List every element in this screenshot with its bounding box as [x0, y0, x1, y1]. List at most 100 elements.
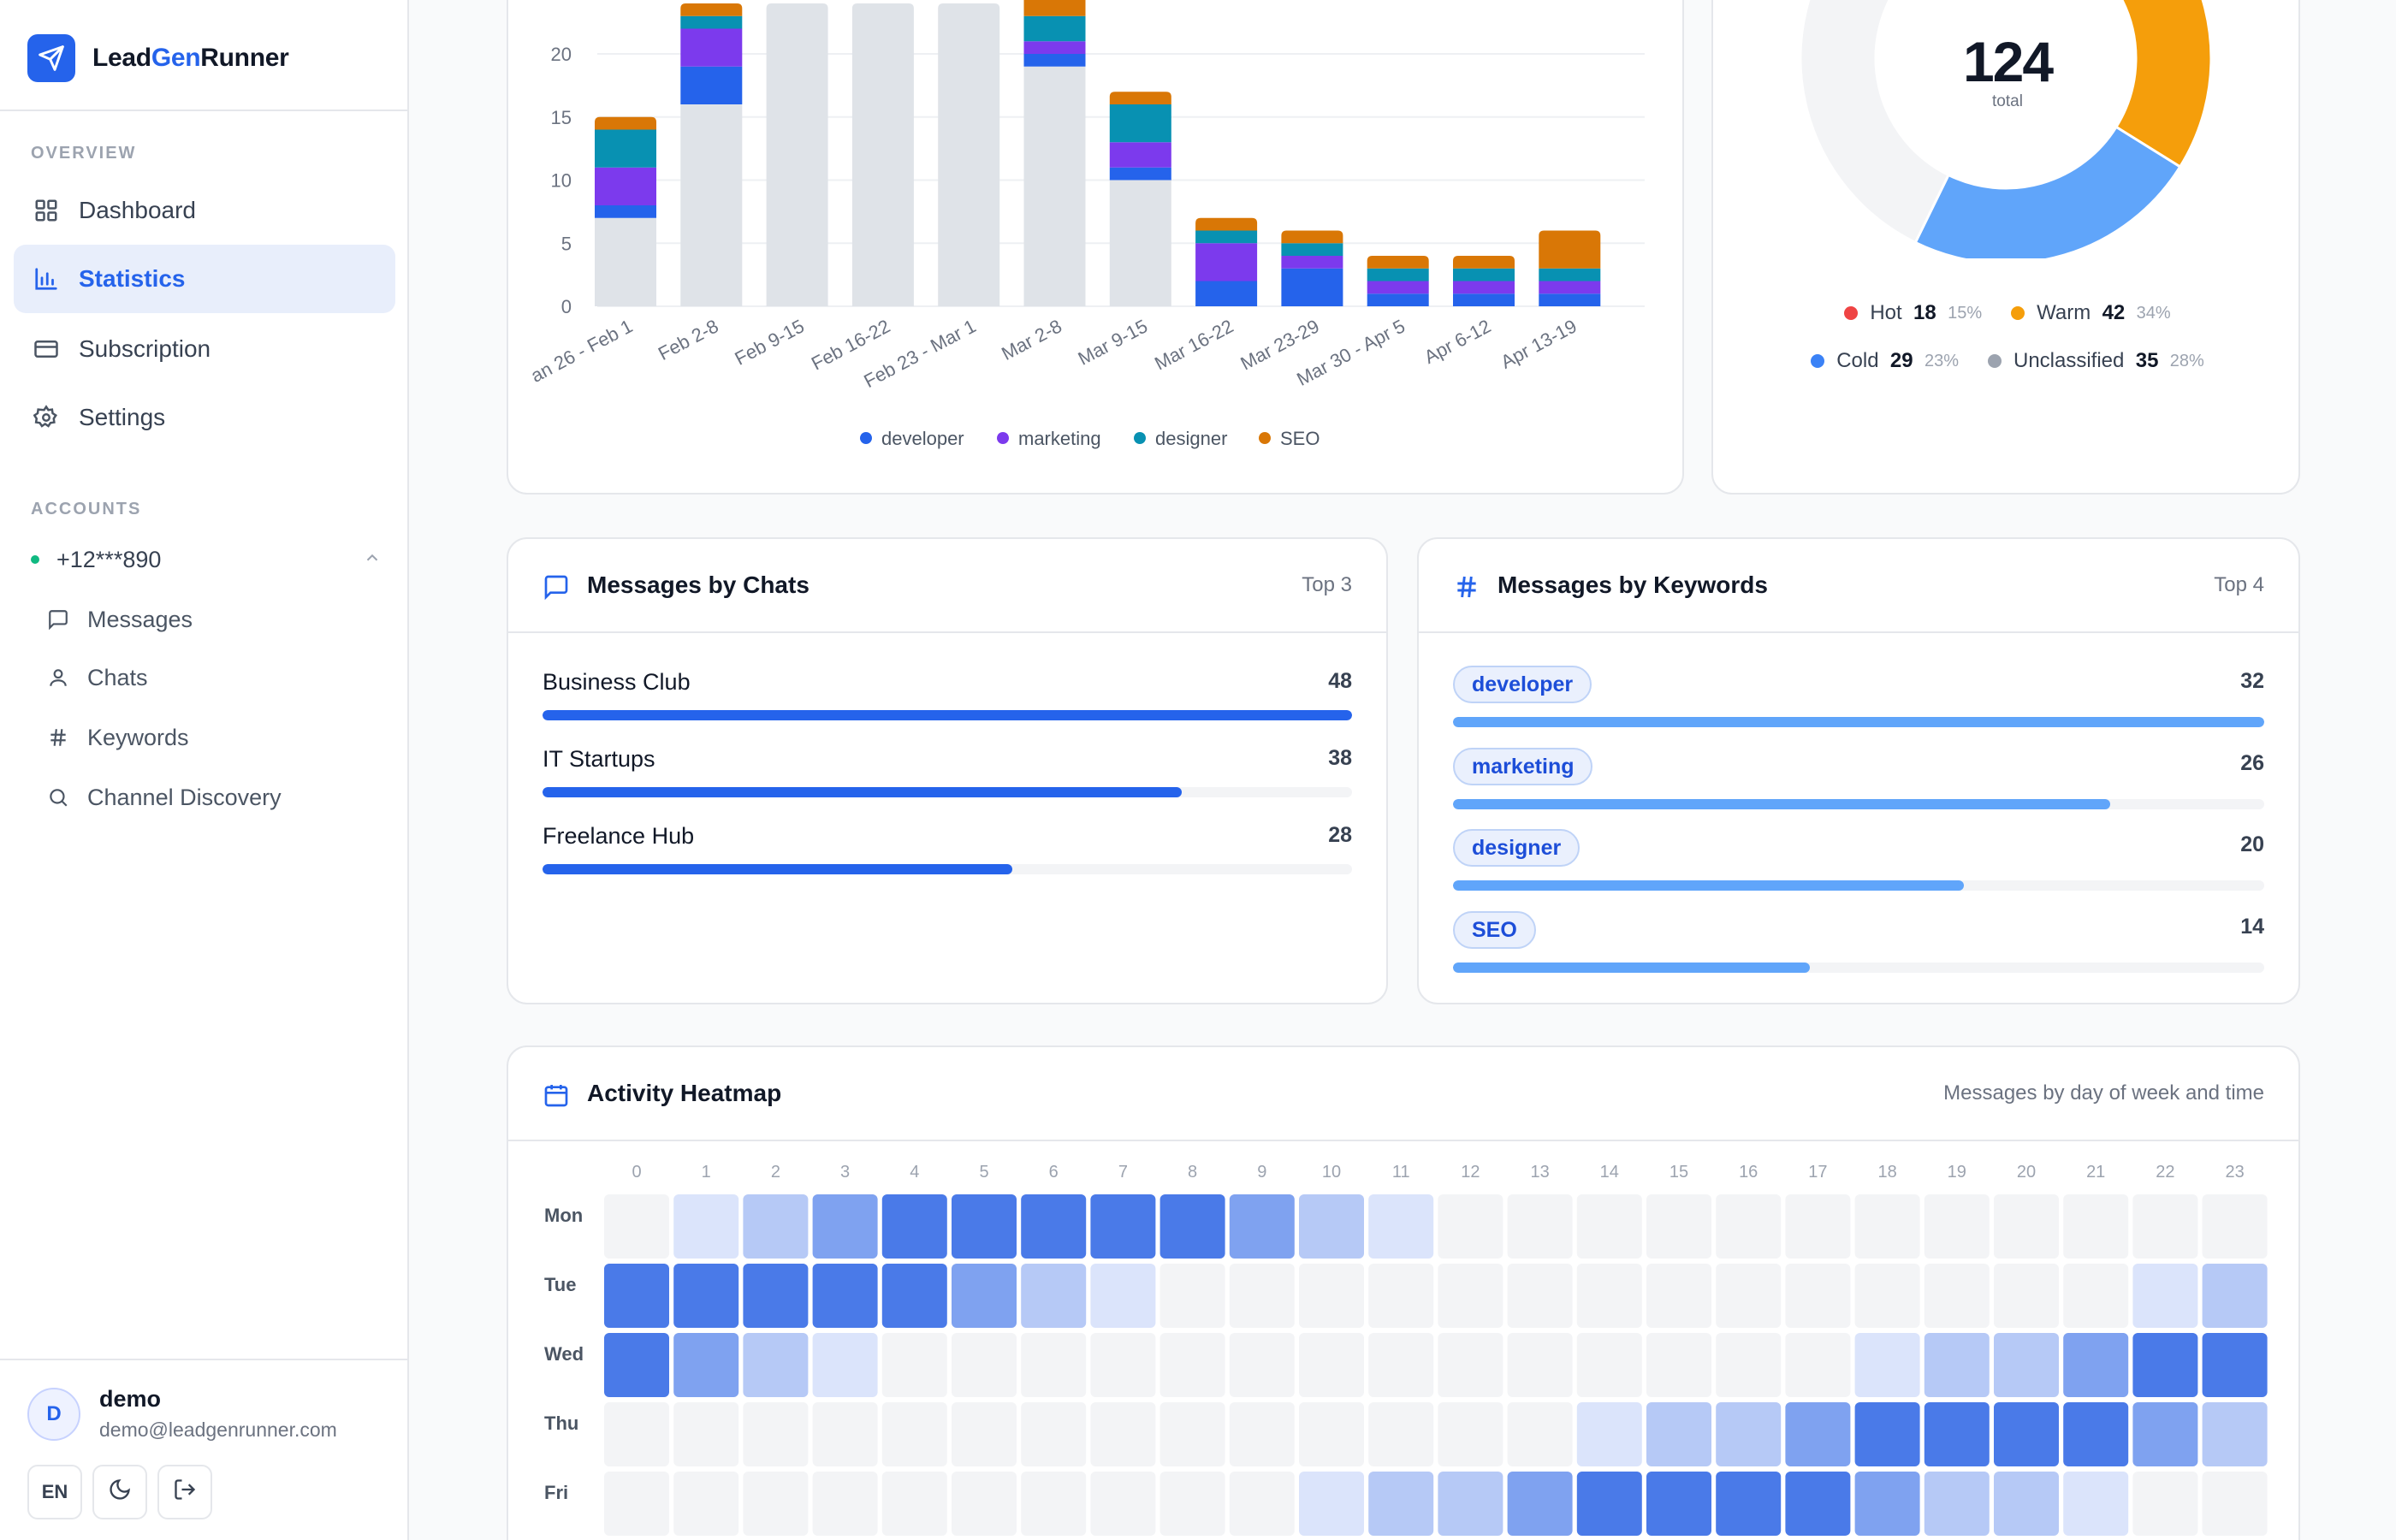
heatmap-cell — [1090, 1472, 1156, 1536]
heatmap-cell — [1090, 1402, 1156, 1466]
theme-toggle-button[interactable] — [92, 1465, 147, 1519]
hour-label: 23 — [2225, 1163, 2244, 1182]
hour-label: 4 — [910, 1163, 919, 1182]
legend-dot — [1134, 432, 1146, 444]
heatmap-cell — [1924, 1194, 1990, 1259]
sub-item-channel-discovery[interactable]: Channel Discovery — [44, 779, 282, 816]
hour-label: 20 — [2017, 1163, 2036, 1182]
day-label: Tue — [544, 1274, 576, 1295]
legend-dot — [1259, 432, 1271, 444]
nav-item-label: Statistics — [79, 265, 186, 292]
heatmap-cell — [1646, 1333, 1711, 1397]
legend-unclassified: Unclassified 35 28% — [1987, 349, 2204, 373]
heatmap-cell — [743, 1333, 809, 1397]
activity-heatmap: 0 1 2 3 4 5 6 7 8 9 10 11 12 13 14 15 16 17 18 19 20 21 22 23Mo… — [544, 1163, 2268, 1536]
hour-label: 22 — [2156, 1163, 2174, 1182]
credit-card-icon — [31, 334, 62, 364]
card-header: Messages by Chats Top 3 — [508, 539, 1386, 633]
account-phone: +12***890 — [56, 546, 162, 572]
bar-segment-designer — [595, 129, 656, 168]
language-button[interactable]: EN — [27, 1465, 82, 1519]
logout-button[interactable] — [157, 1465, 212, 1519]
keyword-badge[interactable]: marketing — [1453, 748, 1593, 785]
progress-track — [543, 864, 1352, 874]
heatmap-cell — [1159, 1264, 1225, 1328]
progress-fill — [1453, 880, 1965, 891]
hour-label: 10 — [1322, 1163, 1341, 1182]
bar-segment-base — [1109, 180, 1171, 306]
divider — [0, 1359, 409, 1360]
nav-item-subscription[interactable]: Subscription — [14, 315, 395, 383]
progress-fill — [1453, 717, 2264, 727]
legend-dot — [860, 432, 872, 444]
heatmap-cell — [2202, 1194, 2268, 1259]
heatmap-cell — [1159, 1333, 1225, 1397]
bar-segment-designer — [1195, 230, 1258, 244]
heatmap-cell — [1507, 1333, 1573, 1397]
heatmap-cell — [1229, 1194, 1295, 1259]
card-title: Messages by Chats — [587, 572, 810, 598]
divider — [0, 110, 409, 111]
heatmap-cell — [952, 1472, 1017, 1536]
keyword-badge[interactable]: developer — [1453, 666, 1592, 703]
legend-hot: Hot 18 15% — [1844, 301, 1982, 325]
bar-segment-developer — [1281, 268, 1343, 306]
heatmap-cell — [1021, 1264, 1087, 1328]
nav-item-dashboard[interactable]: Dashboard — [14, 176, 395, 245]
hash-icon — [1453, 573, 1480, 601]
heatmap-cell — [952, 1264, 1017, 1328]
heatmap-cell — [881, 1333, 947, 1397]
avatar[interactable]: D — [27, 1388, 80, 1441]
x-tick-label: Mar 9-15 — [1075, 315, 1151, 369]
x-tick-label: an 26 - Feb 1 — [527, 315, 636, 387]
heatmap-cell — [1438, 1472, 1503, 1536]
bar-segment-marketing — [1539, 281, 1601, 294]
sub-item-keywords[interactable]: Keywords — [44, 719, 189, 756]
heatmap-cell — [1785, 1402, 1851, 1466]
legend-label: SEO — [1280, 428, 1320, 449]
heatmap-cell — [1994, 1264, 2059, 1328]
day-label: Thu — [544, 1413, 578, 1434]
heatmap-cell — [2132, 1194, 2198, 1259]
chat-name: Business Club — [543, 669, 691, 695]
heatmap-cell — [1368, 1264, 1434, 1328]
heatmap-cell — [673, 1264, 739, 1328]
sub-item-chats[interactable]: Chats — [44, 659, 148, 696]
heatmap-cell — [1090, 1194, 1156, 1259]
heatmap-cell — [1438, 1333, 1503, 1397]
legend-cold: Cold 29 23% — [1811, 349, 1959, 373]
bar-segment-marketing — [1281, 256, 1343, 269]
heatmap-cell — [1576, 1472, 1642, 1536]
y-tick-label: 15 — [551, 107, 572, 128]
bar-segment-marketing — [1367, 281, 1429, 294]
nav-item-settings[interactable]: Settings — [14, 383, 395, 452]
account-toggle[interactable]: +12***890 — [31, 544, 382, 575]
hour-label: 9 — [1257, 1163, 1266, 1182]
keyword-badge[interactable]: SEO — [1453, 911, 1536, 949]
legend-dot — [997, 432, 1009, 444]
hour-label: 8 — [1188, 1163, 1197, 1182]
grid-icon — [31, 195, 62, 226]
hour-label: 2 — [771, 1163, 780, 1182]
hour-label: 6 — [1049, 1163, 1059, 1182]
bar-segment-SEO — [1539, 230, 1601, 269]
sub-item-messages[interactable]: Messages — [44, 601, 193, 638]
brand[interactable]: LeadGenRunner — [27, 34, 289, 82]
keyword-badge[interactable]: designer — [1453, 829, 1581, 867]
heatmap-cell — [881, 1264, 947, 1328]
heatmap-cell — [881, 1402, 947, 1466]
hour-label: 18 — [1877, 1163, 1896, 1182]
heatmap-cell — [1368, 1472, 1434, 1536]
gear-icon — [31, 402, 62, 433]
nav-item-statistics[interactable]: Statistics — [14, 245, 395, 313]
progress-track — [1453, 880, 2264, 891]
bar-segment-SEO — [1109, 92, 1171, 104]
heatmap-cell — [1716, 1472, 1782, 1536]
bar-segment-SEO — [595, 116, 656, 130]
bar-segment-designer — [1539, 268, 1601, 281]
weekly-chart-card: 0 5 10 15 20 an 26 - Feb 1 Feb 2-8 Feb 9-15 Feb … — [507, 0, 1684, 495]
heatmap-cell — [743, 1402, 809, 1466]
heatmap-cell — [812, 1264, 878, 1328]
bar-segment-developer — [680, 66, 743, 104]
